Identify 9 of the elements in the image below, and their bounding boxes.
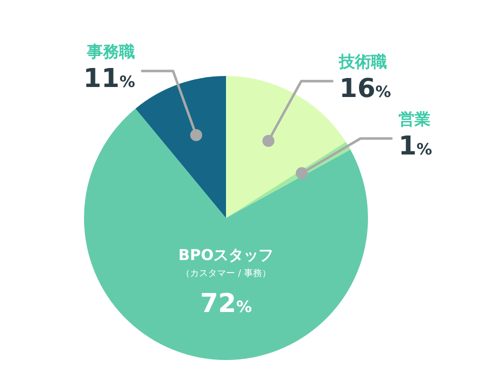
slice-label: 技術職 (338, 52, 388, 72)
data-label: 72% (200, 289, 252, 319)
slice-label: 営業 (398, 109, 430, 128)
data-label: 11% (83, 64, 136, 94)
data-label: 1% (398, 131, 433, 162)
data-label: 16% (339, 74, 392, 104)
slice-label: 事務職 (86, 42, 136, 62)
slice-label: BPOスタッフ (178, 246, 274, 264)
text: （カスタマー / 事務） (181, 268, 271, 279)
